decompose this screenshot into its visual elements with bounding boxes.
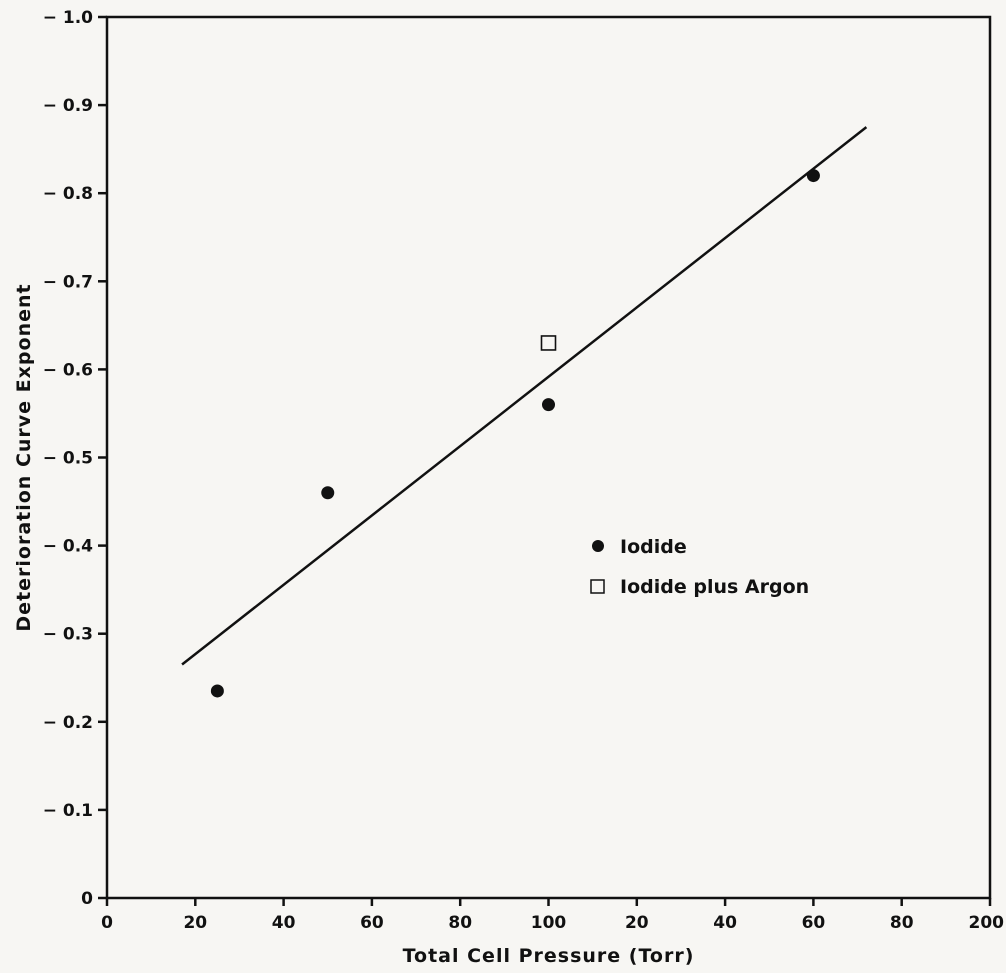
x-tick-label: 0 [101,913,113,933]
x-tick-label: 100 [531,913,567,933]
y-tick-label: − 0.3 [43,625,93,645]
y-tick-label: − 1.0 [43,8,93,28]
point-iodide [542,398,555,412]
legend-marker-iodide [592,540,604,552]
x-tick-label: 80 [448,913,472,933]
y-tick-label: − 0.6 [43,360,93,380]
legend-marker-iodide-plus-argon [590,579,605,594]
legend-label-iodide: Iodide [620,536,687,558]
y-axis: 0 − 0.1 − 0.2 − 0.3 − 0.4 − 0.5 − 0.6 − 0.7 − 0.… [43,8,107,909]
x-tick-label: 200 [969,913,1005,933]
y-tick-label: − 0.8 [43,184,93,204]
x-tick-label: 60 [802,913,826,933]
point-iodide [806,169,820,183]
x-tick-label: 20 [183,913,207,933]
x-tick-label: 40 [272,913,296,933]
data-points [210,169,820,698]
y-tick-label: − 0.7 [43,272,93,292]
x-tick-label: 20 [625,913,649,933]
point-iodide-plus-argon [540,335,557,351]
y-axis-title: Deterioration Curve Exponent [13,283,35,631]
legend: Iodide Iodide plus Argon [590,536,809,598]
x-tick-label: 60 [360,913,384,933]
y-tick-label: − 0.5 [43,449,93,469]
regression-line [181,126,868,666]
y-tick-label: − 0.4 [43,537,93,557]
y-tick-label: − 0.2 [43,713,93,733]
plot-frame [105,15,992,900]
y-tick-label: − 0.9 [43,96,93,116]
x-tick-label: 80 [890,913,914,933]
x-axis-title: Total Cell Pressure (Torr) [403,945,695,967]
point-iodide [321,486,335,500]
x-tick-label: 40 [713,913,737,933]
legend-label-iodide-plus-argon: Iodide plus Argon [620,576,809,598]
y-tick-label: 0 [81,889,93,909]
y-tick-label: − 0.1 [43,801,93,821]
x-axis: 0 20 40 60 80 100 20 40 60 80 200 [101,898,1004,933]
point-iodide [210,684,224,698]
